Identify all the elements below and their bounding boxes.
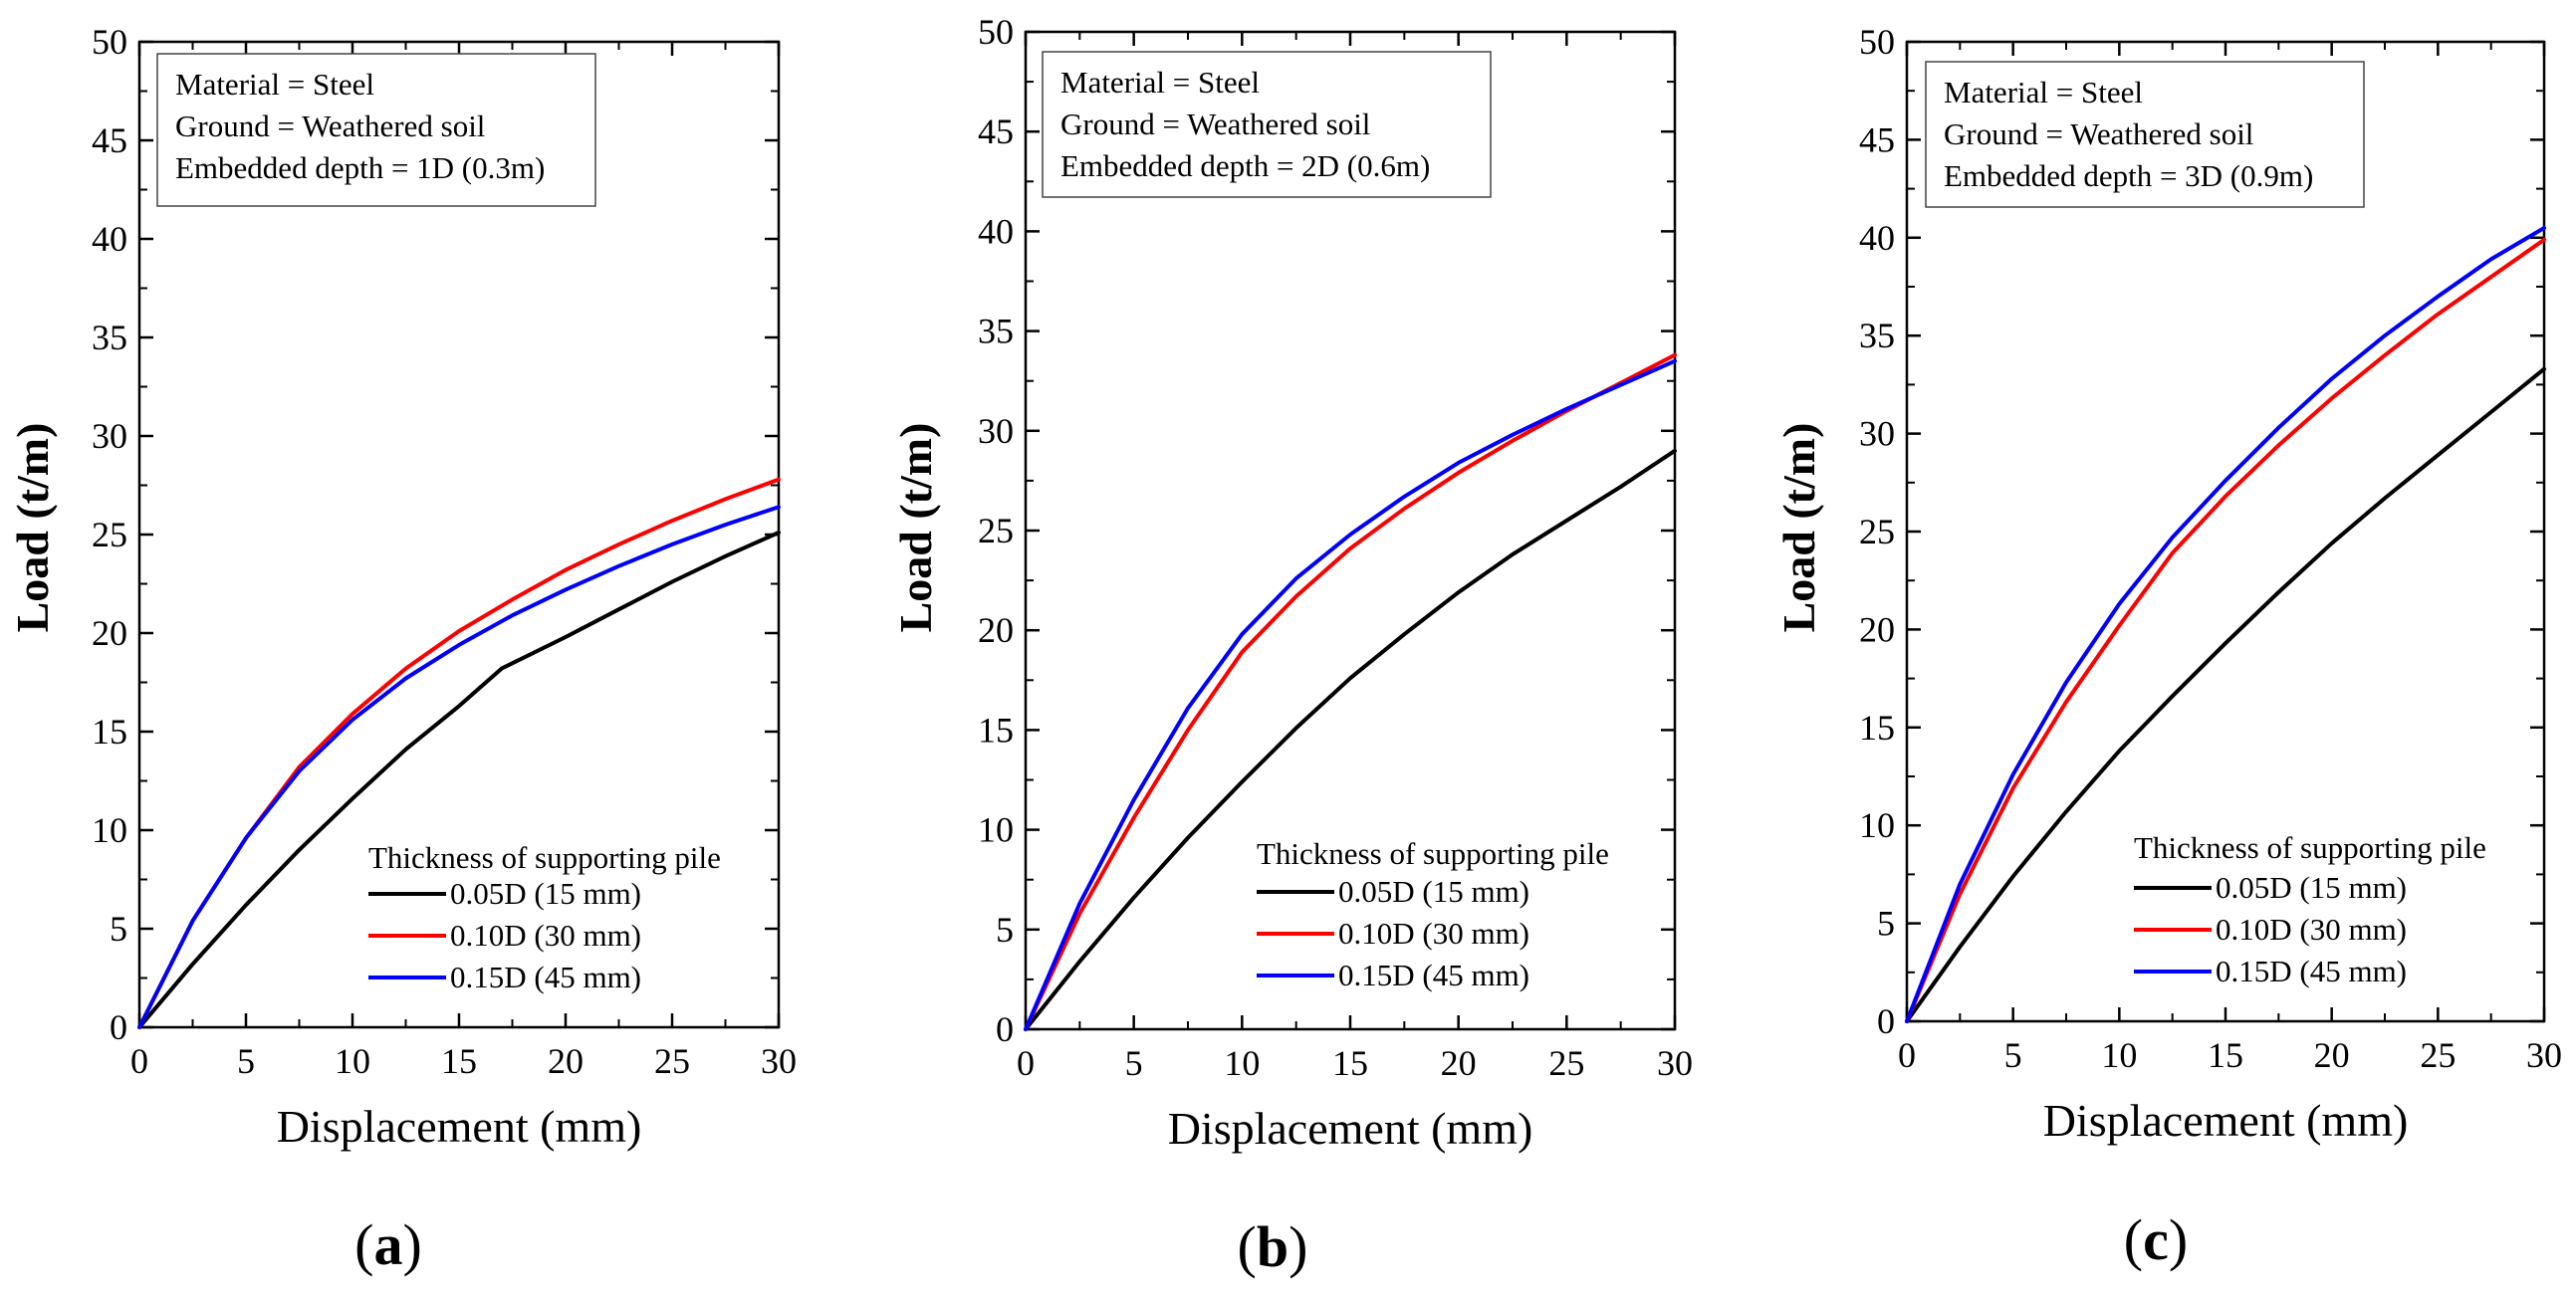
y-tick-label: 15 bbox=[978, 710, 1014, 750]
y-tick-label: 30 bbox=[92, 416, 127, 456]
y-tick-label: 20 bbox=[1859, 609, 1895, 649]
y-tick-label: 25 bbox=[92, 515, 127, 554]
y-tick-label: 45 bbox=[1859, 119, 1895, 159]
chart-panel-c: 0 5 10 15 20 25 30 0 5 10 15 20 25 30 35 40 45 50 Displace… bbox=[1773, 22, 2562, 1272]
series-line-3 bbox=[1905, 226, 2546, 1023]
y-tick-label: 50 bbox=[92, 22, 127, 62]
x-tick-label: 10 bbox=[2101, 1035, 2137, 1075]
y-tick-label: 35 bbox=[978, 312, 1014, 351]
y-tick-label: 10 bbox=[978, 810, 1014, 850]
x-tick-label: 15 bbox=[1332, 1043, 1368, 1083]
y-tick-label: 30 bbox=[1859, 414, 1895, 454]
legend-label-3: 0.15D (45 mm) bbox=[1338, 958, 1529, 992]
info-box-line: Material = Steel bbox=[175, 67, 374, 102]
y-tick-label: 5 bbox=[1877, 904, 1895, 944]
x-tick-label: 25 bbox=[2420, 1035, 2456, 1075]
series-line-3 bbox=[1024, 358, 1677, 1031]
x-tick-label: 30 bbox=[1657, 1043, 1693, 1083]
y-tick-label: 0 bbox=[996, 1009, 1014, 1049]
y-axis-title: Load (t/m) bbox=[890, 423, 941, 633]
y-tick-label: 40 bbox=[978, 211, 1014, 251]
y-tick-label: 25 bbox=[978, 511, 1014, 550]
x-tick-label: 5 bbox=[237, 1041, 255, 1081]
info-box-line: Ground = Weathered soil bbox=[1944, 116, 2253, 151]
y-tick-label: 10 bbox=[92, 810, 127, 850]
x-tick-label: 10 bbox=[335, 1041, 370, 1081]
y-tick-label: 50 bbox=[978, 12, 1014, 52]
x-tick-label: 20 bbox=[2314, 1035, 2350, 1075]
y-tick-label: 45 bbox=[92, 120, 127, 160]
info-box-line: Material = Steel bbox=[1060, 65, 1260, 100]
x-tick-label: 10 bbox=[1224, 1043, 1260, 1083]
x-axis-title: Displacement (mm) bbox=[1168, 1103, 1533, 1154]
chart-panel-a: 0 5 10 15 20 25 30 0 5 10 15 20 25 30 35 40 45 50 Displace… bbox=[7, 22, 797, 1277]
legend-title: Thickness of supporting pile bbox=[368, 840, 721, 875]
legend-title: Thickness of supporting pile bbox=[1257, 836, 1609, 871]
x-tick-label: 5 bbox=[2004, 1035, 2022, 1075]
x-tick-label: 0 bbox=[130, 1041, 148, 1081]
y-tick-label: 40 bbox=[92, 219, 127, 259]
y-tick-label: 20 bbox=[978, 610, 1014, 650]
x-tick-label: 25 bbox=[1548, 1043, 1584, 1083]
panel-label: (b) bbox=[1238, 1214, 1308, 1279]
series-line-3 bbox=[137, 505, 781, 1029]
y-tick-label: 25 bbox=[1859, 512, 1895, 551]
x-tick-label: 15 bbox=[441, 1041, 477, 1081]
y-tick-label: 50 bbox=[1859, 22, 1895, 62]
legend-label-2: 0.10D (30 mm) bbox=[1338, 916, 1529, 951]
legend-label-2: 0.10D (30 mm) bbox=[2216, 912, 2407, 947]
y-tick-label: 35 bbox=[92, 318, 127, 357]
y-tick-label: 40 bbox=[1859, 218, 1895, 258]
y-tick-label: 35 bbox=[1859, 316, 1895, 355]
x-tick-label: 20 bbox=[548, 1041, 584, 1081]
info-box-line: Material = Steel bbox=[1944, 75, 2143, 109]
x-axis-title: Displacement (mm) bbox=[277, 1101, 642, 1152]
y-tick-label: 0 bbox=[1877, 1001, 1895, 1041]
legend-label-3: 0.15D (45 mm) bbox=[450, 960, 641, 994]
legend-title: Thickness of supporting pile bbox=[2134, 830, 2486, 865]
legend-label-1: 0.05D (15 mm) bbox=[2216, 870, 2407, 905]
info-box-line: Embedded depth = 1D (0.3m) bbox=[175, 150, 545, 185]
y-tick-label: 15 bbox=[92, 712, 127, 752]
y-tick-label: 5 bbox=[110, 909, 127, 949]
info-box-line: Embedded depth = 3D (0.9m) bbox=[1944, 158, 2313, 193]
x-tick-label: 0 bbox=[1017, 1043, 1035, 1083]
y-tick-label: 10 bbox=[1859, 805, 1895, 845]
info-box-line: Ground = Weathered soil bbox=[175, 108, 485, 143]
y-tick-label: 15 bbox=[1859, 708, 1895, 748]
x-tick-label: 5 bbox=[1125, 1043, 1143, 1083]
info-box bbox=[156, 53, 596, 207]
y-axis-title: Load (t/m) bbox=[1773, 423, 1824, 633]
legend-label-2: 0.10D (30 mm) bbox=[450, 918, 641, 953]
series-line-1 bbox=[137, 531, 781, 1029]
legend-label-1: 0.05D (15 mm) bbox=[450, 876, 641, 911]
legend-label-1: 0.05D (15 mm) bbox=[1338, 874, 1529, 909]
info-box-line: Embedded depth = 2D (0.6m) bbox=[1060, 148, 1430, 183]
series-line-1 bbox=[1024, 448, 1677, 1031]
legend-label-3: 0.15D (45 mm) bbox=[2216, 954, 2407, 988]
y-tick-label: 20 bbox=[92, 613, 127, 653]
chart-panel-b: 0 5 10 15 20 25 30 0 5 10 15 20 25 30 35 40 45 50 Displace… bbox=[890, 12, 1693, 1279]
y-tick-label: 30 bbox=[978, 411, 1014, 451]
series-line-1 bbox=[1905, 366, 2546, 1023]
x-tick-label: 30 bbox=[2526, 1035, 2562, 1075]
info-box bbox=[1042, 51, 1492, 198]
x-tick-label: 30 bbox=[761, 1041, 797, 1081]
x-tick-label: 15 bbox=[2208, 1035, 2243, 1075]
panel-label: (a) bbox=[354, 1212, 422, 1277]
y-tick-label: 0 bbox=[110, 1007, 127, 1047]
y-tick-label: 5 bbox=[996, 910, 1014, 950]
x-axis-title: Displacement (mm) bbox=[2043, 1095, 2409, 1146]
y-tick-label: 45 bbox=[978, 111, 1014, 151]
info-box-line: Ground = Weathered soil bbox=[1060, 107, 1370, 141]
y-axis-title: Load (t/m) bbox=[7, 423, 58, 633]
x-tick-label: 20 bbox=[1441, 1043, 1477, 1083]
x-tick-label: 25 bbox=[654, 1041, 690, 1081]
info-box bbox=[1925, 61, 2365, 208]
panel-label: (c) bbox=[2124, 1207, 2188, 1272]
series-line-2 bbox=[1905, 237, 2546, 1023]
x-tick-label: 0 bbox=[1898, 1035, 1916, 1075]
